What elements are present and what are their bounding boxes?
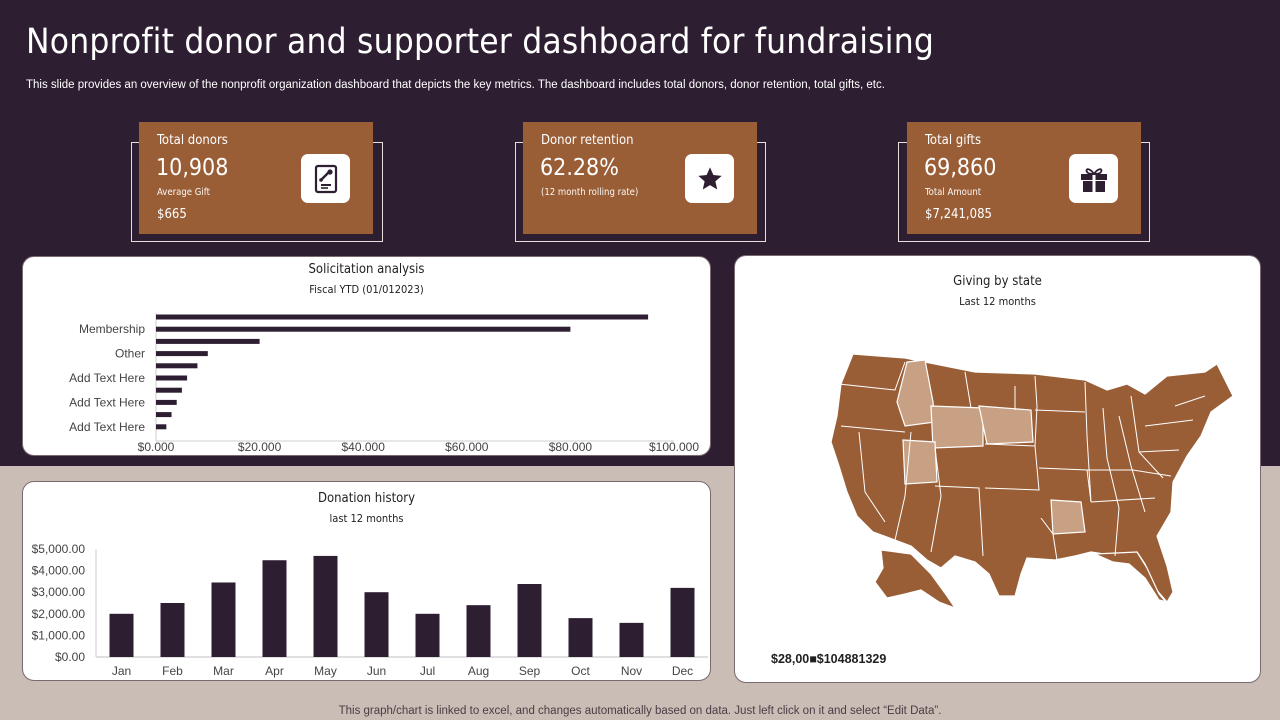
- category-label: Other: [115, 347, 145, 361]
- x-tick-label: $100.000: [649, 440, 699, 454]
- solicitation-analysis-panel: Solicitation analysis Fiscal YTD (01/012…: [22, 256, 711, 456]
- bar: [156, 351, 208, 357]
- x-tick-label: $60.000: [445, 440, 489, 454]
- month-label: Jul: [420, 664, 435, 678]
- x-tick-label: $0.000: [138, 440, 175, 454]
- bar: [156, 412, 172, 418]
- bar: [364, 592, 389, 657]
- x-tick-label: $20.000: [238, 440, 282, 454]
- kpi-sub-label: Total Amount: [925, 187, 982, 198]
- page-title: Nonprofit donor and supporter dashboard …: [26, 22, 935, 62]
- bar: [619, 622, 644, 657]
- page-subtitle: This slide provides an overview of the n…: [26, 79, 885, 91]
- map-total-amount: $28,00■$104881329: [771, 652, 887, 666]
- month-label: Sep: [519, 664, 541, 678]
- footer-note: This graph/chart is linked to excel, and…: [338, 705, 942, 717]
- kpi-card-donor-retention: Donor retention 62.28% (12 month rolling…: [523, 122, 757, 234]
- bar: [109, 613, 134, 657]
- month-label: Mar: [213, 664, 234, 678]
- bar: [568, 618, 593, 657]
- month-label: Jun: [367, 664, 386, 678]
- month-label: Dec: [672, 664, 693, 678]
- us-state-map: [830, 353, 1234, 609]
- panel-subtitle: Last 12 months: [959, 295, 1036, 308]
- kpi-value: 69,860: [924, 155, 997, 181]
- month-label: Feb: [162, 664, 183, 678]
- giving-by-state-panel: Giving by state Last 12 months: [734, 255, 1261, 683]
- bar: [156, 338, 260, 344]
- kpi-card-total-donors: Total donors 10,908 Average Gift $665: [139, 122, 373, 234]
- bar: [160, 603, 185, 657]
- kpi-card-total-gifts: Total gifts 69,860 Total Amount $7,241,0…: [907, 122, 1141, 234]
- bar: [262, 560, 287, 657]
- bar: [156, 387, 182, 393]
- kpi-label: Donor retention: [541, 133, 634, 148]
- category-label: Membership: [79, 322, 145, 336]
- bar: [156, 424, 167, 430]
- bar: [415, 613, 440, 657]
- y-tick-label: $0.00: [55, 650, 85, 664]
- donation-history-panel: Donation history last 12 months $0.00 $1,…: [22, 481, 711, 681]
- solicitation-bar-chart: Membership Other Add Text Here Add Text Her…: [69, 313, 699, 454]
- bar: [313, 555, 338, 657]
- y-tick-label: $3,000.00: [32, 585, 86, 599]
- panel-subtitle: Fiscal YTD (01/012023): [309, 283, 424, 296]
- month-label: Nov: [621, 664, 642, 678]
- bar: [517, 583, 542, 657]
- bar: [670, 587, 695, 657]
- y-tick-label: $5,000.00: [32, 542, 86, 556]
- kpi-sub-value: $665: [157, 207, 187, 222]
- month-label: Jan: [112, 664, 131, 678]
- bar: [156, 363, 198, 369]
- kpi-sub-label: Average Gift: [157, 187, 210, 198]
- bar: [211, 582, 236, 657]
- certificate-icon: [301, 154, 350, 203]
- category-label: Add Text Here: [69, 420, 145, 434]
- x-tick-label: $80.000: [549, 440, 593, 454]
- bar: [156, 375, 188, 381]
- bar: [156, 399, 177, 405]
- star-icon: [685, 154, 734, 203]
- panel-title: Donation history: [317, 491, 416, 506]
- bar: [466, 605, 491, 657]
- y-tick-label: $2,000.00: [32, 607, 86, 621]
- category-label: Add Text Here: [69, 371, 145, 385]
- month-label: Oct: [571, 664, 590, 678]
- x-tick-label: $40.000: [342, 440, 386, 454]
- panel-title: Giving by state: [953, 274, 1042, 289]
- month-label: May: [314, 664, 337, 678]
- kpi-sub-value: $7,241,085: [925, 207, 992, 222]
- kpi-label: Total donors: [157, 133, 228, 148]
- month-label: Apr: [265, 664, 284, 678]
- panel-title: Solicitation analysis: [308, 262, 425, 277]
- kpi-value: 62.28%: [540, 155, 619, 181]
- kpi-value: 10,908: [156, 155, 229, 181]
- bar: [156, 314, 649, 320]
- month-label: Aug: [468, 664, 489, 678]
- panel-subtitle: last 12 months: [329, 512, 404, 525]
- bar: [156, 326, 571, 332]
- y-tick-label: $4,000.00: [32, 564, 86, 578]
- gift-icon: [1069, 154, 1118, 203]
- donation-bar-chart: $0.00 $1,000.00 $2,000.00 $3,000.00 $4,000.0…: [32, 542, 708, 678]
- y-tick-label: $1,000.00: [32, 628, 86, 642]
- category-label: Add Text Here: [69, 395, 145, 409]
- kpi-label: Total gifts: [925, 133, 982, 148]
- kpi-sub-label: (12 month rolling rate): [541, 187, 639, 198]
